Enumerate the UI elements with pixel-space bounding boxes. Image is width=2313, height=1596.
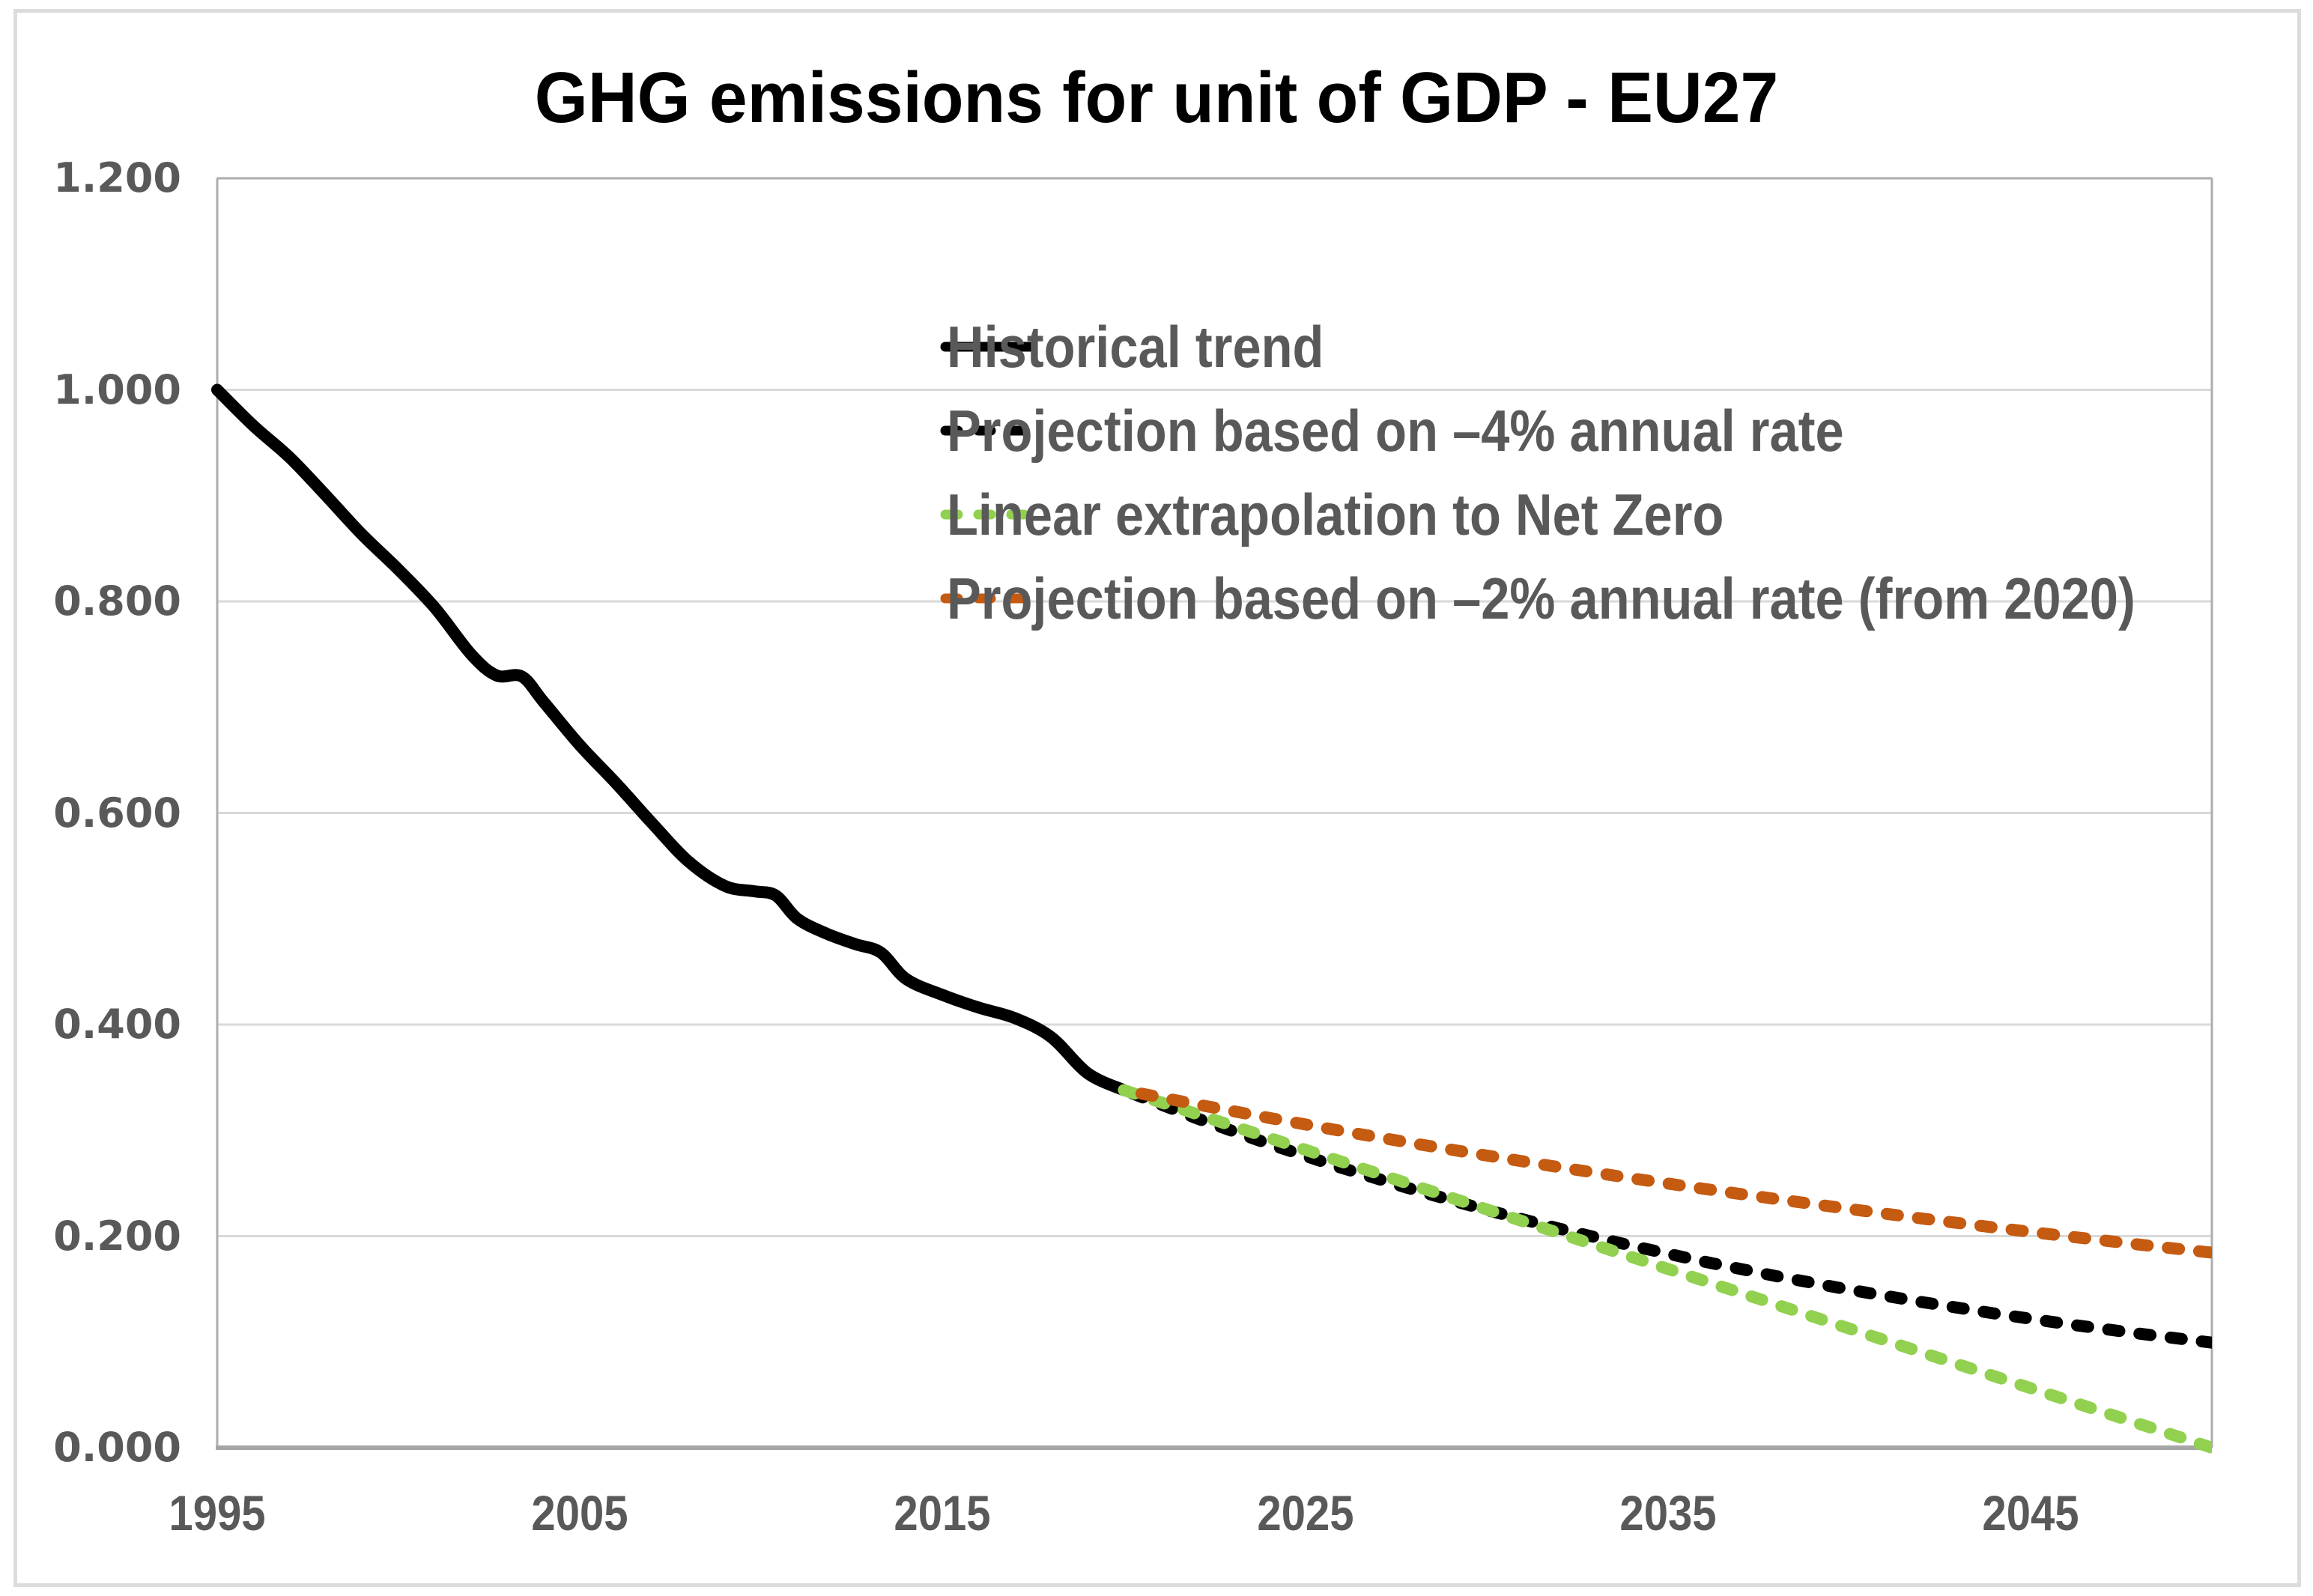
legend-item-label: Projection based on –2% annual rate (fro… xyxy=(947,565,2135,631)
legend-item-projection-minus2: Projection based on –2% annual rate (fro… xyxy=(939,565,2297,632)
legend-item-label: Historical trend xyxy=(947,313,1324,380)
y-tick-label: 0.000 xyxy=(53,1424,181,1471)
series-projection-minus4-line xyxy=(1118,1084,2212,1349)
legend-item-net-zero: Linear extrapolation to Net Zero xyxy=(939,481,1830,548)
series-projection-minus2-line xyxy=(1118,1084,2212,1259)
legend-marker-line xyxy=(940,425,1037,436)
y-tick-label: 1.200 xyxy=(53,154,181,201)
legend-item-label: Projection based on –4% annual rate xyxy=(947,397,1844,464)
chart-title: GHG emissions for unit of GDP - EU27 xyxy=(534,58,1779,138)
legend-item-projection-minus4: Projection based on –4% annual rate xyxy=(939,397,1966,464)
legend-item-label: Linear extrapolation to Net Zero xyxy=(947,481,1724,547)
x-tick-label: 2025 xyxy=(1256,1485,1354,1541)
y-tick-label: 1.000 xyxy=(53,365,181,413)
y-tick-label: 0.200 xyxy=(53,1212,181,1260)
x-tick-label: 2005 xyxy=(531,1485,628,1541)
x-tick-label: 2045 xyxy=(1982,1485,2079,1541)
series-net-zero-line xyxy=(1118,1084,2212,1454)
y-tick-label: 0.800 xyxy=(53,577,181,625)
legend-marker-line xyxy=(940,509,1037,520)
x-tick-label: 1995 xyxy=(169,1485,266,1541)
y-tick-label: 0.400 xyxy=(53,1001,181,1048)
x-tick-label: 2035 xyxy=(1619,1485,1717,1541)
x-tick-label: 2015 xyxy=(894,1485,991,1541)
legend-marker-line xyxy=(940,342,1037,352)
legend-item-historical: Historical trend xyxy=(939,313,1375,380)
y-tick-label: 0.600 xyxy=(53,789,181,837)
legend-marker-line xyxy=(940,593,1037,604)
series-historical-line xyxy=(211,383,1130,1096)
